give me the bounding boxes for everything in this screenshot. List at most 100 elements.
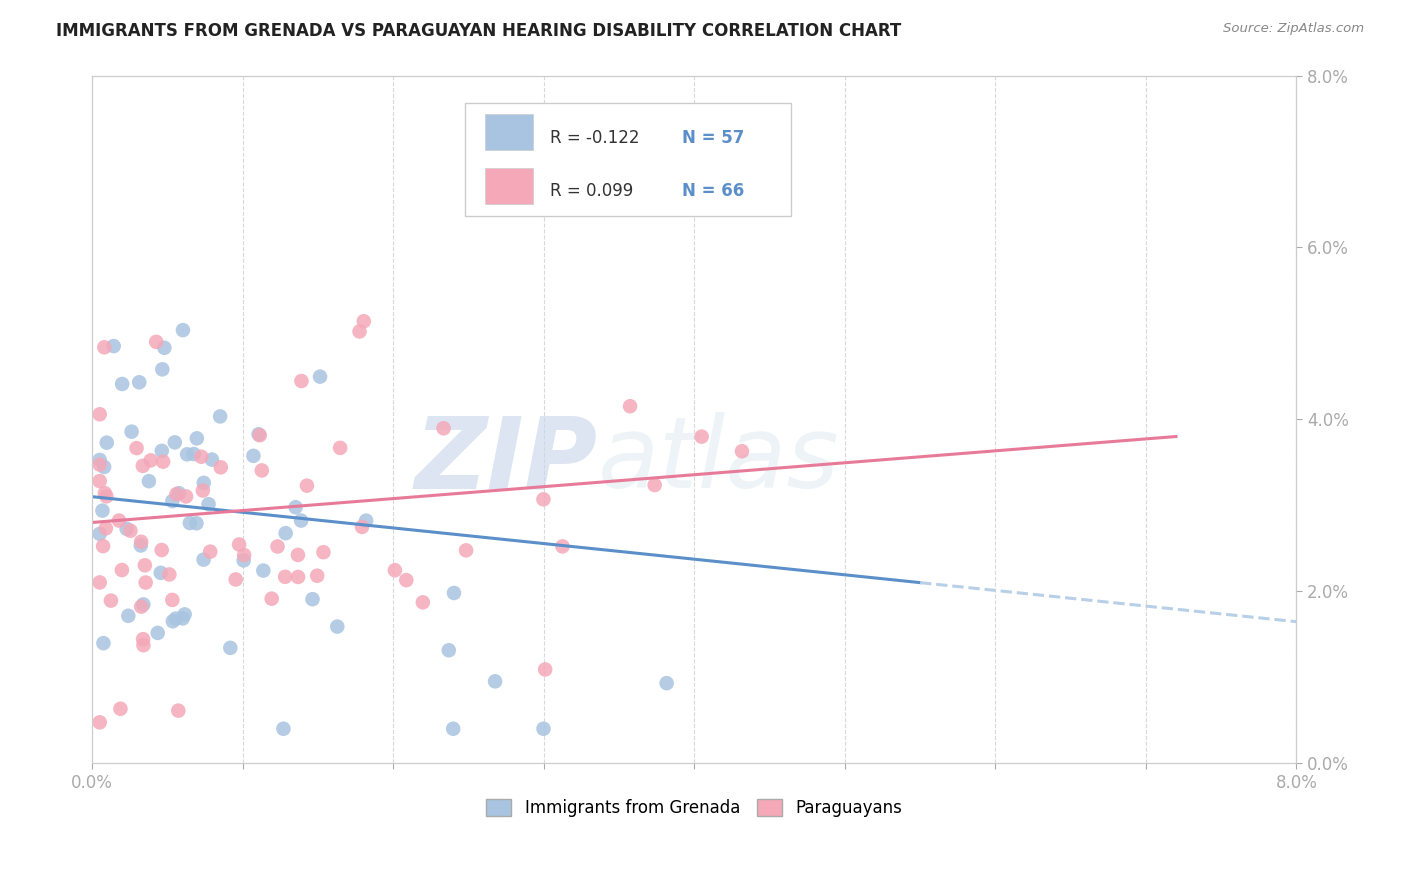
Point: [146, 626, 169, 640]
Point: [186, 431, 208, 445]
Point: [312, 545, 335, 559]
Point: [274, 570, 297, 584]
Point: [384, 563, 406, 577]
Point: [139, 453, 162, 467]
Point: [655, 676, 678, 690]
Point: [176, 447, 198, 461]
Point: [183, 447, 205, 461]
Point: [110, 702, 132, 716]
Point: [247, 427, 270, 442]
Point: [443, 586, 465, 600]
Point: [301, 592, 323, 607]
Point: [157, 567, 180, 582]
Point: [290, 374, 312, 388]
Point: [125, 441, 148, 455]
Text: IMMIGRANTS FROM GRENADA VS PARAGUAYAN HEARING DISABILITY CORRELATION CHART: IMMIGRANTS FROM GRENADA VS PARAGUAYAN HE…: [56, 22, 901, 40]
Point: [353, 314, 375, 328]
Point: [149, 566, 172, 580]
Text: N = 66: N = 66: [682, 182, 745, 200]
Point: [534, 662, 557, 676]
Point: [454, 543, 477, 558]
Point: [441, 722, 464, 736]
Point: [200, 544, 222, 558]
Point: [89, 715, 111, 730]
Point: [91, 503, 114, 517]
Legend: Immigrants from Grenada, Paraguayans: Immigrants from Grenada, Paraguayans: [479, 792, 908, 823]
Point: [93, 340, 115, 354]
Point: [167, 486, 190, 500]
Text: N = 57: N = 57: [682, 129, 745, 147]
Point: [129, 599, 152, 614]
Point: [209, 460, 232, 475]
Point: [186, 516, 208, 531]
Point: [129, 534, 152, 549]
Point: [242, 449, 264, 463]
Point: [295, 478, 318, 492]
Point: [533, 492, 555, 507]
Point: [179, 516, 201, 530]
Point: [354, 514, 377, 528]
Point: [193, 475, 215, 490]
Point: [349, 325, 371, 339]
Point: [274, 526, 297, 541]
Point: [287, 570, 309, 584]
Point: [287, 548, 309, 562]
Point: [150, 543, 173, 558]
Point: [111, 563, 134, 577]
FancyBboxPatch shape: [485, 168, 533, 203]
Text: Source: ZipAtlas.com: Source: ZipAtlas.com: [1223, 22, 1364, 36]
Point: [128, 376, 150, 390]
Point: [307, 568, 329, 582]
Point: [260, 591, 283, 606]
Point: [266, 540, 288, 554]
Point: [533, 722, 555, 736]
Point: [162, 614, 184, 628]
Point: [329, 441, 352, 455]
Point: [117, 608, 139, 623]
Point: [96, 435, 118, 450]
Point: [309, 369, 332, 384]
Point: [326, 619, 349, 633]
Point: [132, 638, 155, 652]
Point: [135, 575, 157, 590]
Point: [174, 490, 197, 504]
Point: [103, 339, 125, 353]
Point: [89, 527, 111, 541]
Point: [484, 674, 506, 689]
Point: [233, 548, 256, 562]
Point: [731, 444, 754, 458]
Point: [162, 593, 184, 607]
Point: [121, 425, 143, 439]
Point: [94, 486, 117, 500]
Point: [96, 489, 118, 503]
Point: [191, 483, 214, 498]
Point: [228, 537, 250, 551]
Point: [93, 636, 115, 650]
Point: [166, 487, 188, 501]
Point: [93, 459, 115, 474]
Point: [432, 421, 454, 435]
Point: [145, 334, 167, 349]
Point: [193, 552, 215, 566]
Point: [197, 497, 219, 511]
Point: [167, 704, 190, 718]
Text: atlas: atlas: [598, 412, 839, 509]
Point: [89, 458, 111, 472]
Point: [132, 458, 155, 473]
Point: [201, 452, 224, 467]
Point: [150, 443, 173, 458]
FancyBboxPatch shape: [465, 103, 790, 217]
Point: [91, 539, 114, 553]
Point: [690, 429, 713, 443]
Point: [89, 407, 111, 421]
Point: [437, 643, 460, 657]
Text: R = -0.122: R = -0.122: [550, 129, 640, 147]
Point: [395, 573, 418, 587]
Point: [209, 409, 232, 424]
Point: [163, 435, 186, 450]
Point: [644, 478, 666, 492]
Point: [108, 514, 131, 528]
Point: [152, 455, 174, 469]
Point: [134, 558, 156, 573]
Point: [150, 362, 173, 376]
